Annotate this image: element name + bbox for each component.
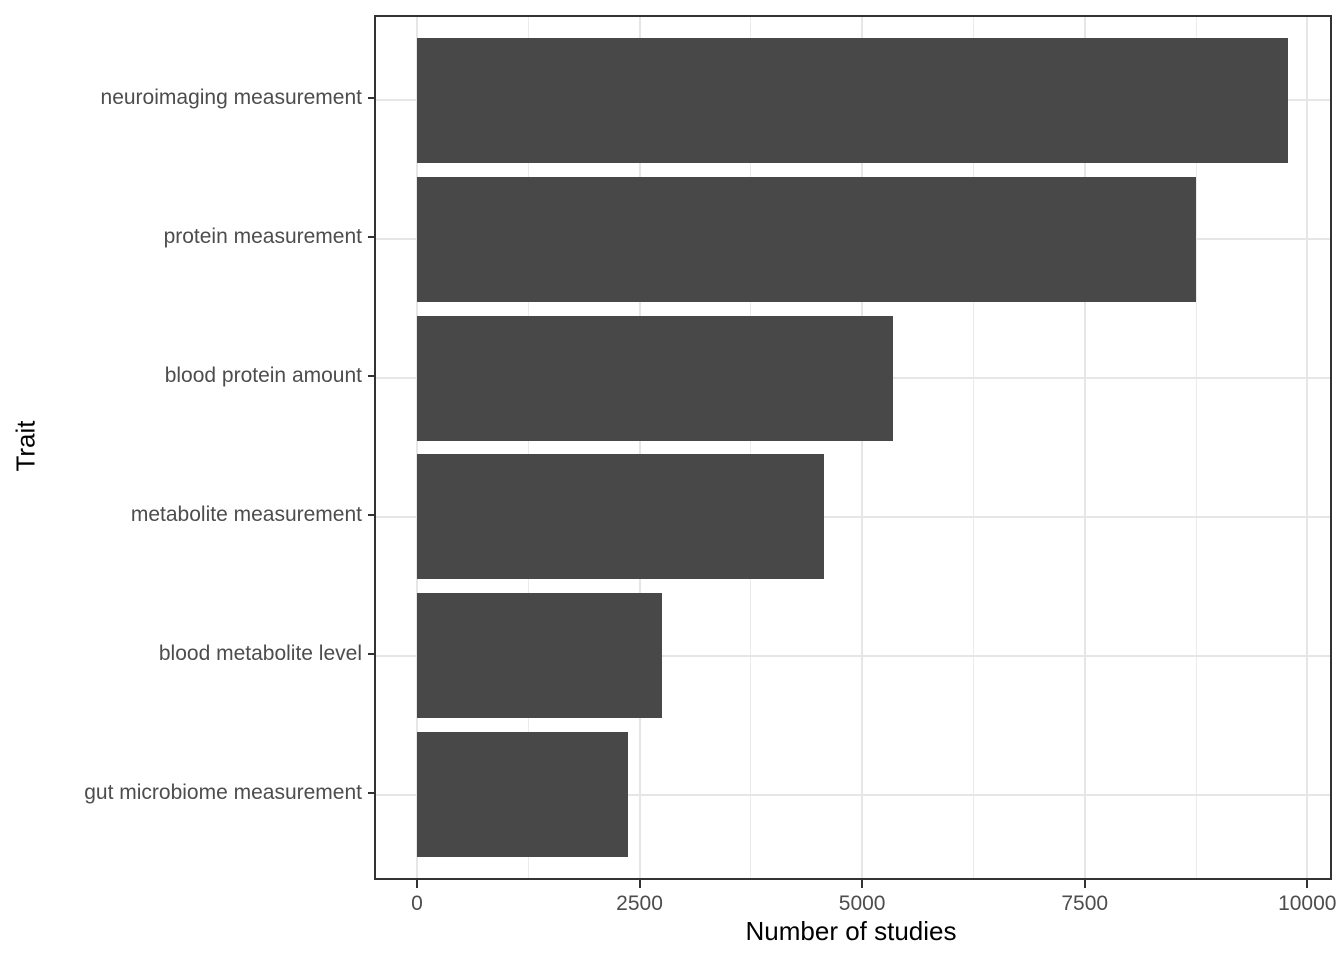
x-tick-label: 10000 [1278, 892, 1337, 915]
x-major-gridline [638, 17, 641, 878]
bar-blood-metabolite-level [416, 593, 662, 719]
x-tick-label: 5000 [838, 892, 886, 915]
x-tick-label: 2500 [616, 892, 663, 915]
y-tick-mark [368, 375, 376, 378]
x-tick-mark [1083, 880, 1086, 888]
x-major-gridline [1306, 17, 1309, 878]
y-tick-label: gut microbiome measurement [84, 780, 362, 804]
y-major-gridline [376, 515, 1330, 518]
x-tick-mark [1306, 880, 1309, 888]
bar-blood-protein-amount [416, 315, 894, 441]
x-tick-mark [861, 880, 864, 888]
y-major-gridline [376, 654, 1330, 657]
x-tick-mark [638, 880, 641, 888]
y-tick-mark [368, 236, 376, 239]
plot-panel [374, 15, 1332, 880]
bar-neuroimaging-measurement [416, 37, 1288, 163]
x-minor-gridline [750, 17, 752, 878]
y-tick-mark [368, 513, 376, 516]
y-axis-title: Trait [10, 420, 41, 472]
x-major-gridline [415, 17, 418, 878]
y-tick-label: blood protein amount [164, 364, 362, 388]
x-tick-mark [415, 880, 418, 888]
x-minor-gridline [527, 17, 529, 878]
x-minor-gridline [1195, 17, 1197, 878]
x-major-gridline [861, 17, 864, 878]
y-tick-label: metabolite measurement [130, 502, 362, 526]
x-axis-title: Number of studies [745, 916, 957, 946]
x-tick-label: 0 [411, 892, 423, 915]
bar-gut-microbiome-measurement [416, 732, 628, 858]
y-tick-label: protein measurement [163, 225, 362, 249]
y-tick-mark [368, 791, 376, 794]
y-major-gridline [376, 793, 1330, 796]
x-major-gridline [1083, 17, 1086, 878]
bar-protein-measurement [416, 176, 1196, 302]
y-tick-label: neuroimaging measurement [100, 86, 362, 110]
y-tick-mark [368, 97, 376, 100]
y-tick-mark [368, 652, 376, 655]
x-minor-gridline [972, 17, 974, 878]
x-tick-label: 7500 [1061, 892, 1109, 915]
bar-metabolite-measurement [416, 454, 824, 580]
y-tick-label: blood metabolite level [158, 641, 362, 665]
